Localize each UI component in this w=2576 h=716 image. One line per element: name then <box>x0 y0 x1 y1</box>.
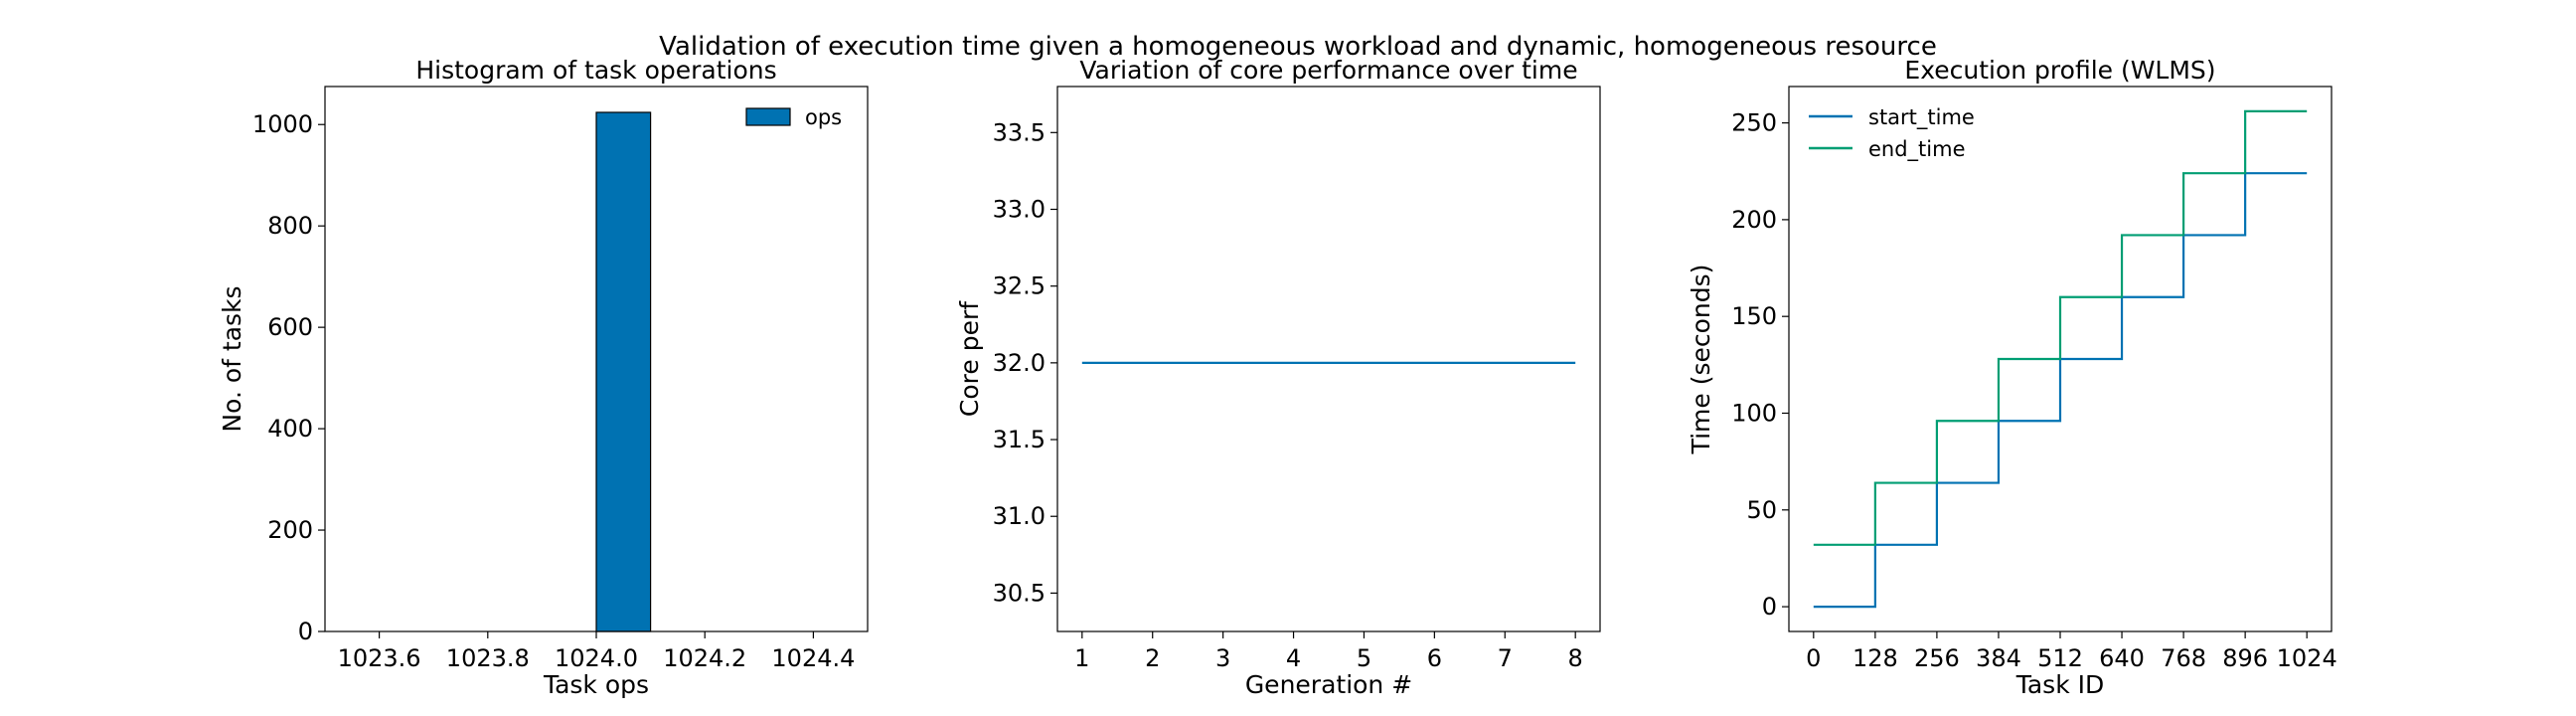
histogram-title: Histogram of task operations <box>415 56 776 85</box>
histogram-legend-label: ops <box>805 105 842 129</box>
execution-profile-xtick-label: 512 <box>2037 644 2083 672</box>
execution-profile-xtick-label: 128 <box>1852 644 1898 672</box>
execution-profile-ytick-label: 200 <box>1731 206 1777 234</box>
core-perf-ytick-label: 31.0 <box>993 502 1046 530</box>
histogram-xtick-label: 1024.4 <box>771 644 855 672</box>
execution-profile-xtick-label: 768 <box>2161 644 2206 672</box>
histogram-xlabel: Task ops <box>543 670 649 699</box>
execution-profile-ytick-label: 0 <box>1762 593 1777 621</box>
histogram-xtick-label: 1024.0 <box>555 644 638 672</box>
histogram-ytick-label: 400 <box>267 415 313 443</box>
execution-profile-legend-label: start_time <box>1868 105 1975 130</box>
execution-profile-xlabel: Task ID <box>2015 670 2105 699</box>
figure-suptitle: Validation of execution time given a hom… <box>659 32 1937 62</box>
plots-container: Histogram of task operations 1023.6 1023.8… <box>218 56 2337 699</box>
execution-profile-series-line-start_time <box>1813 172 2308 609</box>
core-perf-xtick-label: 1 <box>1074 644 1089 672</box>
core-perf-xlabel: Generation # <box>1245 670 1412 699</box>
core-perf-ytick-label: 30.5 <box>993 579 1046 607</box>
execution-profile-xtick-label: 1024 <box>2277 644 2337 672</box>
histogram-xtick-label: 1023.8 <box>446 644 530 672</box>
core-perf-xtick-label: 3 <box>1215 644 1230 672</box>
core-perf-plot: Variation of core performance over time 1… <box>955 56 1601 699</box>
core-perf-ytick-label: 33.5 <box>993 118 1046 146</box>
histogram-plot: Histogram of task operations 1023.6 1023.8… <box>218 56 869 699</box>
core-perf-xtick-label: 2 <box>1145 644 1160 672</box>
execution-profile-xtick-label: 0 <box>1806 644 1821 672</box>
core-perf-xtick-label: 8 <box>1568 644 1583 672</box>
core-perf-axes-frame <box>1056 86 1601 632</box>
histogram-legend: ops <box>745 105 842 129</box>
core-perf-ytick-label: 33.0 <box>993 195 1046 223</box>
execution-profile-series-line-end_time <box>1813 109 2308 546</box>
histogram-xtick-label: 1023.6 <box>338 644 421 672</box>
histogram-ytick-label: 800 <box>267 212 313 240</box>
execution-profile-xtick-label: 256 <box>1914 644 1960 672</box>
execution-profile-legend: start_time end_time <box>1809 105 1975 162</box>
core-perf-xtick-label: 5 <box>1357 644 1371 672</box>
histogram-ytick-label: 600 <box>267 313 313 341</box>
execution-profile-ytick-label: 150 <box>1731 302 1777 330</box>
execution-profile-title: Execution profile (WLMS) <box>1904 56 2215 85</box>
execution-profile-ylabel: Time (seconds) <box>1687 265 1715 455</box>
histogram-xtick-label: 1024.2 <box>663 644 746 672</box>
core-perf-ytick-label: 32.5 <box>993 272 1046 300</box>
execution-profile-plot: Execution profile (WLMS) 0 128 256 384 512 640… <box>1687 56 2337 699</box>
histogram-ytick-label: 200 <box>267 516 313 544</box>
execution-profile-ytick-label: 100 <box>1731 399 1777 427</box>
execution-profile-ytick-label: 50 <box>1746 496 1777 524</box>
histogram-bar-0 <box>595 111 652 632</box>
execution-profile-xtick-label: 640 <box>2099 644 2145 672</box>
histogram-ytick-label: 0 <box>298 618 313 645</box>
execution-profile-legend-label: end_time <box>1868 137 1966 162</box>
execution-profile-ytick-label: 250 <box>1731 109 1777 137</box>
histogram-ytick-label: 1000 <box>252 110 313 138</box>
core-perf-xtick-label: 7 <box>1498 644 1513 672</box>
core-perf-title: Variation of core performance over time <box>1079 56 1577 85</box>
histogram-legend-swatch <box>745 107 791 126</box>
execution-profile-xtick-label: 896 <box>2222 644 2268 672</box>
core-perf-ylabel: Core perf <box>955 300 984 417</box>
histogram-ylabel: No. of tasks <box>218 285 246 432</box>
core-perf-xtick-label: 6 <box>1427 644 1442 672</box>
core-perf-ytick-label: 32.0 <box>993 349 1046 377</box>
core-perf-xtick-label: 4 <box>1286 644 1301 672</box>
execution-profile-xtick-label: 384 <box>1976 644 2021 672</box>
core-perf-ytick-label: 31.5 <box>993 426 1046 453</box>
